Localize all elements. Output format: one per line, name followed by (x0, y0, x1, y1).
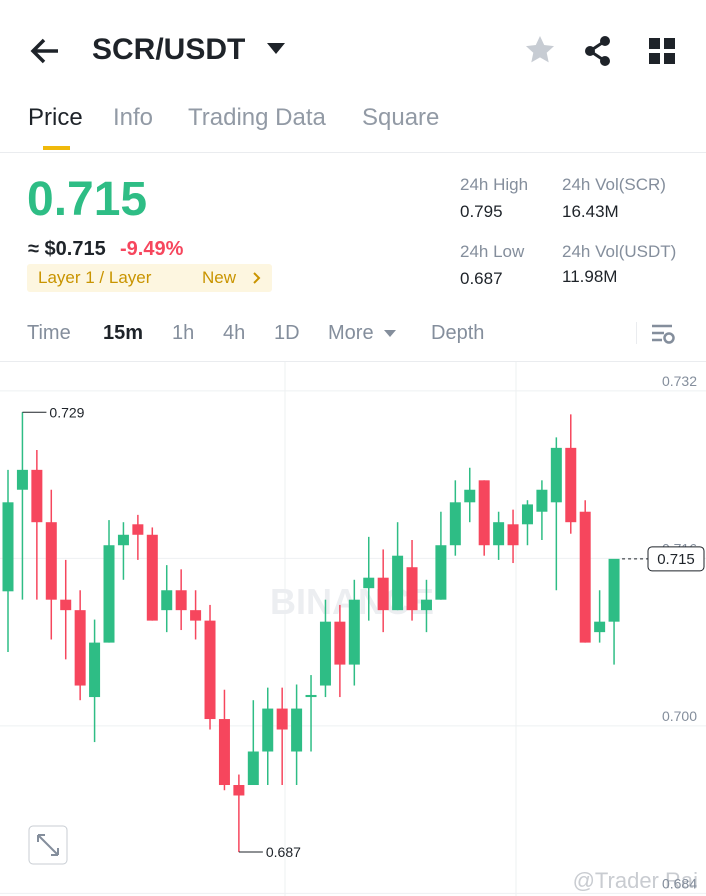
tag-chevron (253, 272, 261, 284)
interval[interactable]: 4h (223, 322, 246, 344)
candle-body (89, 642, 101, 698)
candle-body (565, 447, 577, 523)
candle-body (2, 502, 14, 592)
stat-label: 24h High (460, 175, 529, 194)
candle-body (218, 719, 230, 786)
expand-icon (37, 834, 59, 856)
candle-body (579, 511, 591, 643)
interval[interactable]: More (328, 322, 374, 344)
interval[interactable]: 1D (274, 322, 300, 344)
candle-body (334, 621, 346, 665)
candle-body (406, 567, 418, 611)
tab[interactable]: Price (28, 104, 83, 131)
candle-body (478, 480, 490, 546)
candle-body (420, 599, 432, 611)
divider (0, 361, 706, 362)
interval[interactable]: Time (27, 322, 71, 344)
candle-body (16, 469, 28, 490)
candle-body (103, 545, 115, 643)
candle-body (507, 524, 519, 546)
y-tick-label: 0.700 (662, 708, 697, 724)
tab-indicator (43, 146, 70, 150)
candle-body (363, 577, 375, 589)
high-marker-label: 0.729 (49, 404, 84, 420)
candle-body (392, 555, 404, 611)
tag-bg[interactable] (27, 264, 272, 292)
candle-body (31, 469, 43, 523)
price-change: -9.49% (120, 238, 184, 260)
stat-label: 24h Low (460, 242, 525, 261)
pair-title[interactable]: SCR/USDT (92, 33, 246, 66)
candle-body (60, 599, 72, 611)
candle-body (464, 489, 476, 503)
candle-body (521, 504, 533, 525)
candle-body (204, 620, 216, 720)
candle-body (247, 751, 259, 786)
candle-body (377, 577, 389, 611)
stat-label: 24h Vol(USDT) (562, 242, 677, 261)
candle-body (319, 621, 331, 686)
candle-body (233, 785, 245, 796)
share-icon[interactable] (583, 35, 613, 67)
last-price: 0.715 (27, 173, 148, 226)
last-price-box (647, 546, 705, 572)
tag-badge[interactable]: New (202, 268, 237, 287)
interval[interactable]: 15m (103, 322, 144, 344)
tab[interactable]: Trading Data (188, 104, 326, 131)
candle-body (348, 599, 360, 665)
grid-icon[interactable] (649, 38, 675, 64)
stat-value: 16.43M (562, 202, 619, 221)
y-tick-label: 0.732 (662, 373, 697, 389)
credit: @Trader Rai (573, 868, 698, 893)
candle-body (291, 708, 303, 752)
tab[interactable]: Info (113, 104, 154, 131)
candle-body (146, 534, 158, 621)
candle-body (161, 590, 173, 611)
usd-price: ≈ $0.715 (28, 238, 106, 260)
candle-body (536, 489, 548, 512)
back-button[interactable] (30, 36, 62, 66)
y-tick-label: 0.684 (662, 875, 697, 891)
candle-body (435, 545, 447, 600)
low-marker-label: 0.687 (266, 844, 301, 860)
tag[interactable]: Layer 1 / Layer (38, 268, 152, 287)
candle-body (117, 534, 129, 546)
candle-body (74, 610, 86, 686)
pair-dropdown[interactable] (266, 42, 286, 56)
candle-body (608, 558, 620, 622)
more-arrow (384, 330, 396, 337)
divider (636, 322, 637, 344)
candle-body (45, 522, 57, 600)
candle-body (305, 694, 317, 698)
candlestick-chart: BINANCE @Trader Rai 0.7320.7160.7000.684… (0, 362, 706, 896)
chart-settings[interactable] (651, 324, 675, 346)
favorite-star[interactable] (524, 34, 556, 66)
candle-body (190, 610, 202, 621)
stat-value: 0.795 (460, 202, 503, 221)
candle-body (550, 447, 562, 503)
candle-body (594, 621, 606, 633)
stat-value: 0.687 (460, 269, 503, 288)
interval[interactable]: 1h (172, 322, 195, 344)
divider (0, 152, 706, 153)
tab[interactable]: Square (362, 104, 440, 131)
stat-label: 24h Vol(SCR) (562, 175, 666, 194)
interval[interactable]: Depth (431, 322, 485, 344)
candle-body (449, 502, 461, 546)
candle-body (493, 522, 505, 546)
candle-body (276, 708, 288, 730)
candle-body (132, 524, 144, 535)
last-price-label: 0.715 (657, 551, 695, 568)
stat-value: 11.98M (562, 267, 618, 286)
candle-body (262, 708, 274, 752)
candle-body (175, 590, 187, 611)
